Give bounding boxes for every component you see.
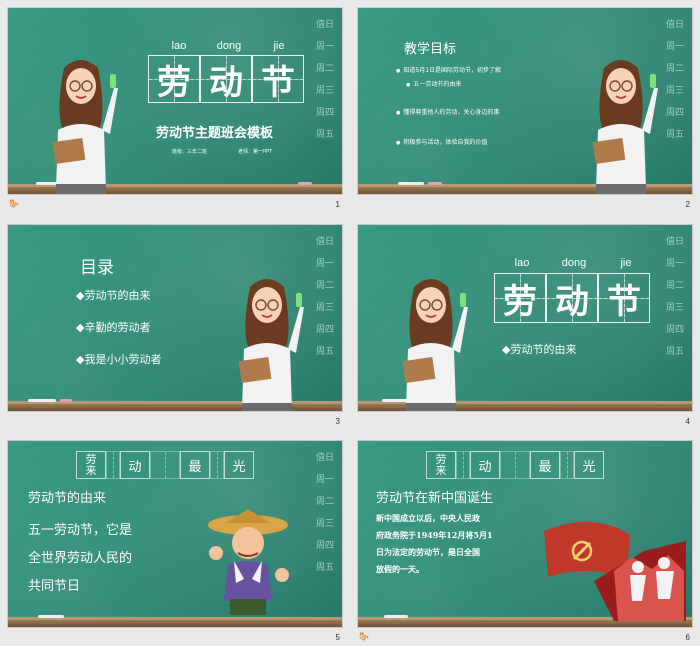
slide-thumbnail-3[interactable]: 目录 ◆劳动节的由来 ◆辛勤的劳动者 ◆我是小小劳动者 值日 周一 周二 周三 周四周… (7, 224, 343, 412)
transition-icon: 🐎 (359, 632, 369, 641)
slide-heading: 教学目标 (404, 42, 457, 57)
slide-number: 1 (335, 200, 340, 209)
slide-footer-6: 🐎 6 (357, 632, 693, 646)
title-char-1: 劳 (148, 55, 200, 103)
goal-bullet: 积极参与活动，体验自我的价值 (396, 138, 487, 148)
teacher-label: 老师：第一PPT (238, 149, 273, 155)
slide-footer-4: 4 (357, 416, 693, 430)
goal-bullet-cont: 五一劳动节的由来 (406, 80, 461, 90)
slide-subtitle: 劳动节主题班会模板 (156, 126, 274, 141)
weekday-column: 值日 周一 周二 周三 周四 周五 (665, 237, 684, 357)
character-boxes: 劳 来 动 最 光 (76, 451, 254, 479)
pinyin-row: lao dong jie (514, 257, 632, 269)
goal-bullet: 懂得尊重他人的劳动，关心身边的事 (396, 108, 499, 118)
pinyin-jie: jie (273, 40, 285, 52)
slide-footer-1: 🐎 1 (7, 199, 343, 213)
class-label: 班级：三年二班 (172, 149, 208, 155)
slide-number: 5 (335, 633, 340, 642)
slide-thumbnail-2[interactable]: 教学目标 知道5月1日是国际劳动节，初步了解 五一劳动节的由来 懂得尊重他人的劳… (357, 7, 693, 195)
slide-heading: 劳动节的由来 (28, 491, 107, 506)
board-frame (358, 187, 692, 194)
toc-item-2[interactable]: ◆辛勤的劳动者 (76, 321, 151, 334)
toc-item-3[interactable]: ◆我是小小劳动者 (76, 353, 162, 366)
board-frame (358, 620, 692, 627)
toc-heading: 目录 (80, 258, 114, 278)
weekday-column: 值日 周一 周二 周三 周四 周五 (315, 453, 334, 573)
title-char-3: 节 (252, 55, 304, 103)
title-boxes: 劳 动 节 (494, 273, 650, 323)
slide-thumbnail-6[interactable]: 劳 来 动 最 光 劳动节在新中国诞生 新中国成立以后，中央人民政 府政务院于1… (357, 440, 693, 628)
chalk-pink (298, 182, 312, 185)
slide-footer-2: 2 (357, 199, 693, 213)
slide-number: 6 (685, 633, 690, 642)
slide-heading: 劳动节在新中国诞生 (376, 491, 494, 506)
transition-icon: 🐎 (9, 199, 19, 208)
board-frame (8, 187, 342, 194)
character-boxes: 劳 来 动 最 光 (426, 451, 604, 479)
board-frame (358, 404, 692, 411)
pinyin-dong: dong (216, 40, 242, 52)
teacher-illustration (394, 267, 468, 411)
pinyin-row: lao dong jie (154, 40, 304, 52)
board-frame (8, 404, 342, 411)
section-label: ◆劳动节的由来 (502, 343, 577, 356)
toc-item-1[interactable]: ◆劳动节的由来 (76, 289, 151, 302)
teacher-illustration (584, 48, 658, 194)
title-char-2: 动 (200, 55, 252, 103)
slide-number: 2 (685, 200, 690, 209)
teacher-illustration (230, 267, 304, 411)
pinyin-lao: lao (171, 40, 187, 52)
slide-thumbnail-5[interactable]: 劳 来 动 最 光 劳动节的由来 五一劳动节，它是 全世界劳动人民的 共同节日 … (7, 440, 343, 628)
slide-thumbnail-4[interactable]: lao dong jie 劳 动 节 ◆劳动节的由来 值日 周一 周二 周三 周四 周五 (357, 224, 693, 412)
weekday-column: 值日 周一 周二 周三 周四 周五 (315, 20, 334, 140)
weekday-column: 值日 周一 周二 周三 周四 周五 (315, 237, 334, 357)
farmer-illustration (204, 509, 292, 619)
goal-bullet: 知道5月1日是国际劳动节，初步了解 (396, 66, 501, 76)
workers-flag-illustration (534, 511, 686, 621)
teacher-illustration (44, 48, 118, 194)
slide-thumbnail-1[interactable]: lao dong jie 劳 动 节 劳动节主题班会模板 班级：三年二班 老师：… (7, 7, 343, 195)
weekday-column: 值日 周一 周二 周三 周四 周五 (665, 20, 684, 140)
slide-number: 3 (335, 417, 340, 426)
chalk-white (36, 182, 66, 185)
board-frame (8, 620, 342, 627)
title-boxes: 劳 动 节 (148, 55, 304, 103)
slide-footer-3: 3 (7, 416, 343, 430)
slide-number: 4 (685, 417, 690, 426)
chalkboard (8, 441, 342, 623)
slide-footer-5: 5 (7, 632, 343, 646)
